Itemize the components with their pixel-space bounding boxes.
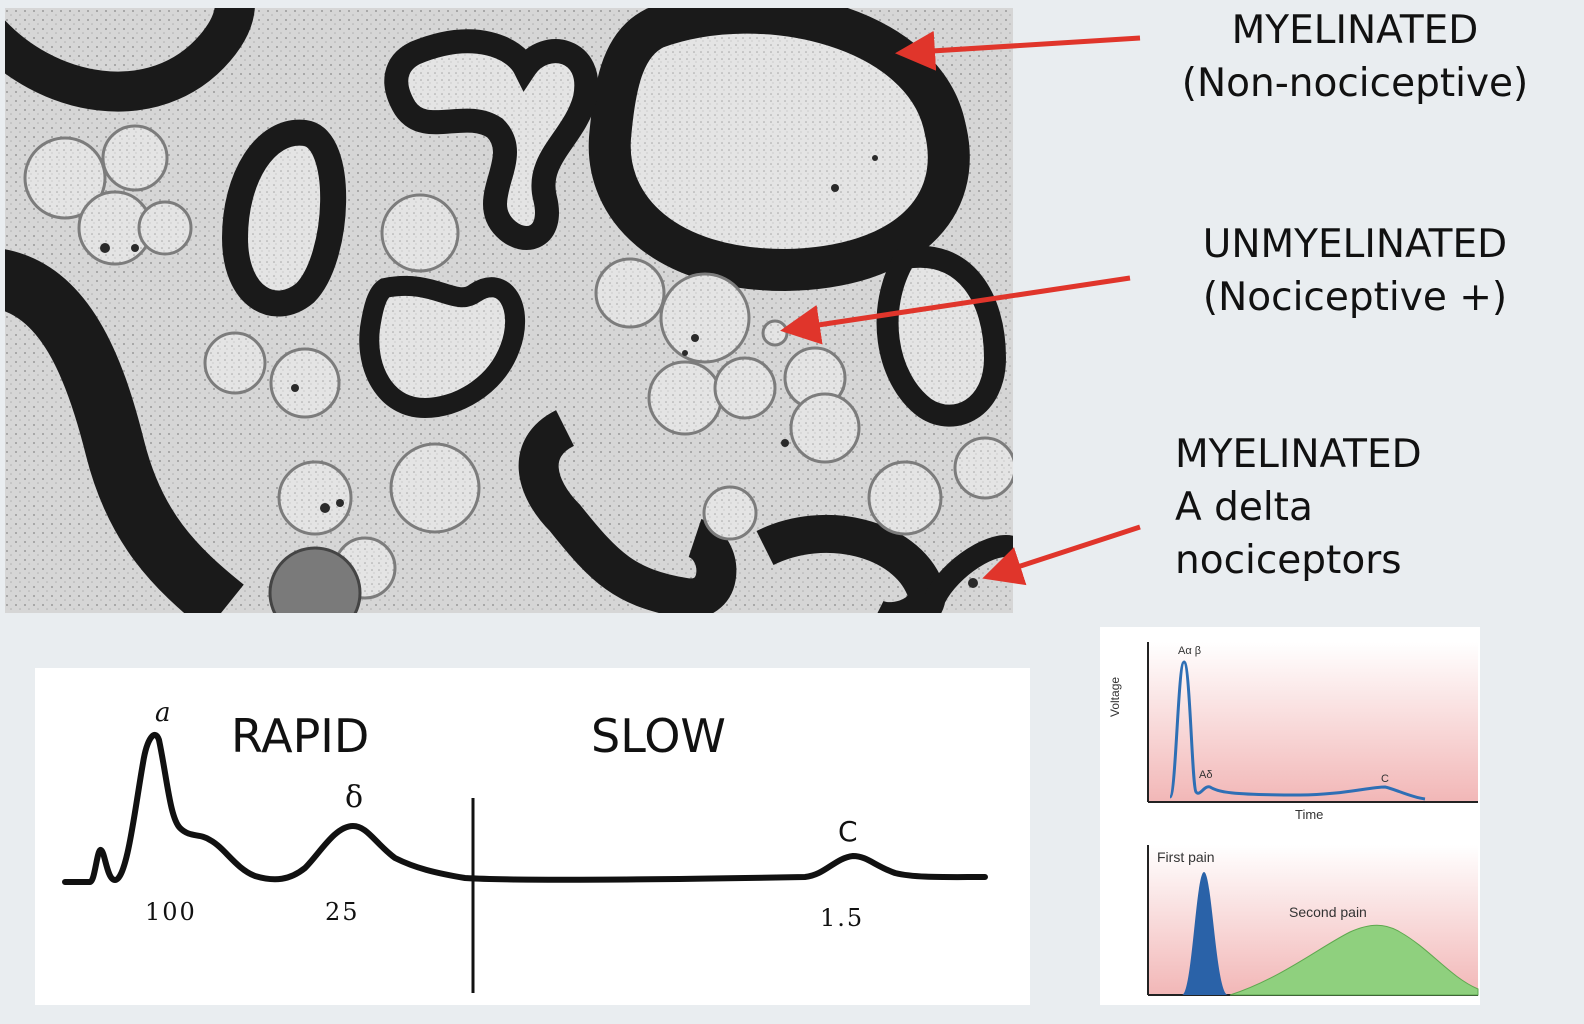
inset-x-axis-label: Time xyxy=(1295,807,1324,822)
compound-action-potential-panel: a δ C RAPID SLOW 100 25 1.5 xyxy=(35,668,1030,1005)
inset-y-axis-label: Voltage xyxy=(1108,676,1122,717)
inset-label-ad: Aδ xyxy=(1199,769,1213,781)
label-line: nociceptors xyxy=(1175,538,1402,583)
myelinated-fiber-large xyxy=(588,8,970,292)
peak-label-delta: δ xyxy=(345,780,364,815)
rapid-label: RAPID xyxy=(231,709,370,763)
label-line: A delta xyxy=(1175,485,1313,530)
inset-label-c: C xyxy=(1381,773,1389,785)
voltage-trace xyxy=(1168,660,1426,801)
first-pain-curve xyxy=(1182,872,1228,995)
arrow-to-myelinated xyxy=(895,30,1141,71)
velocity-alpha: 100 xyxy=(145,898,197,926)
second-pain-curve xyxy=(1229,924,1479,996)
label-line: (Non-nociceptive) xyxy=(1181,61,1529,106)
label-myelinated-a-delta: MYELINATED A delta nociceptors xyxy=(1175,428,1422,587)
inset-label-ab: Aα β xyxy=(1178,645,1202,657)
slow-label: SLOW xyxy=(591,709,726,763)
peak-label-c: C xyxy=(838,815,858,848)
arrow-to-unmyelinated xyxy=(780,275,1131,345)
label-unmyelinated-nociceptive: UNMYELINATED (Nociceptive +) xyxy=(1150,218,1560,324)
pain-inset-panel: Aα β Aδ C Voltage Time First pain Second… xyxy=(1100,627,1480,1005)
velocity-delta: 25 xyxy=(325,898,360,926)
label-myelinated-non-nociceptive: MYELINATED (Non-nociceptive) xyxy=(1150,4,1560,110)
first-pain-label: First pain xyxy=(1157,849,1215,865)
cap-trace xyxy=(62,732,988,885)
voltage-plot-area xyxy=(1148,642,1478,802)
second-pain-label: Second pain xyxy=(1289,904,1367,920)
label-line: UNMYELINATED xyxy=(1202,222,1508,267)
arrow-to-a-delta xyxy=(982,524,1141,586)
label-line: MYELINATED xyxy=(1175,432,1422,477)
electron-micrograph xyxy=(5,8,1013,613)
label-line: (Nociceptive +) xyxy=(1202,275,1508,320)
velocity-c: 1.5 xyxy=(820,904,865,932)
label-line: MYELINATED xyxy=(1231,8,1479,53)
peak-label-alpha: a xyxy=(155,698,171,728)
